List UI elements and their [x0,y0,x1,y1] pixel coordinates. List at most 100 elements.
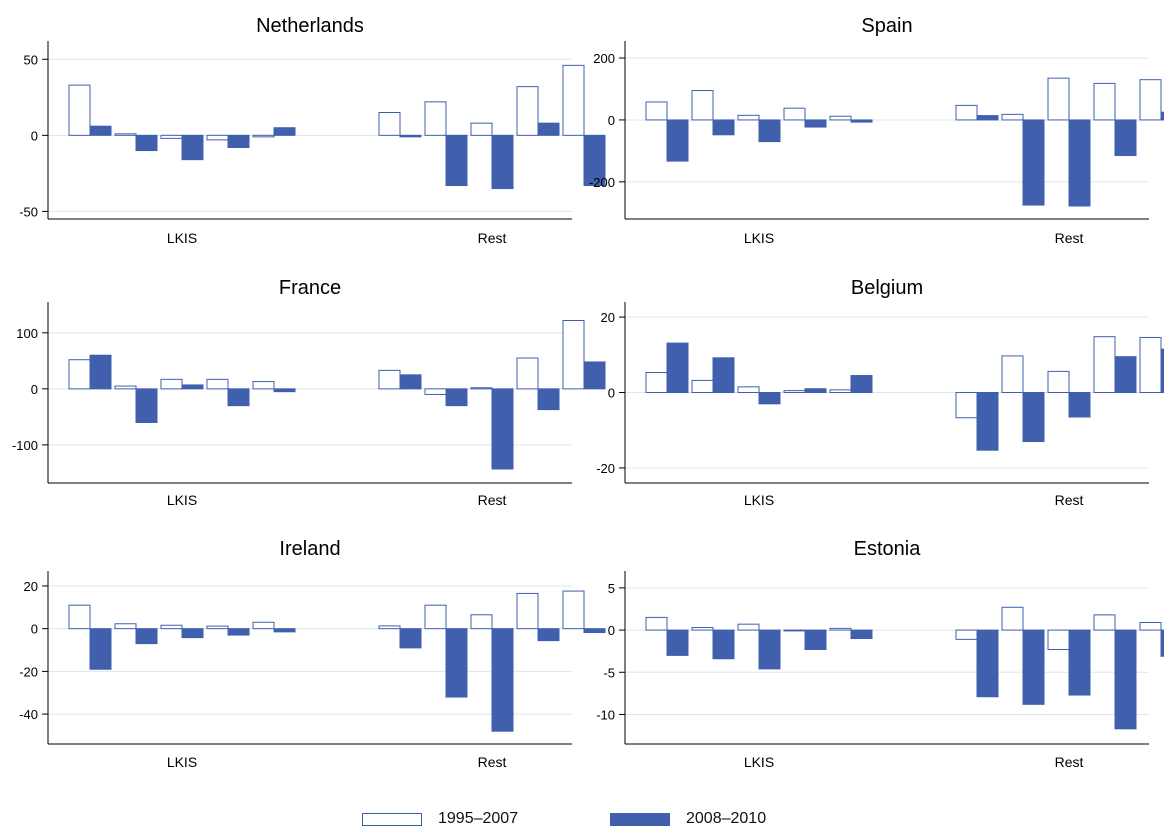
bar-series-2 [445,134,468,187]
category-label: Rest [1055,230,1084,246]
bar-series-1 [424,101,447,136]
y-tick-label: -50 [19,204,38,219]
bar-series-1 [252,134,275,138]
chart-panel: Belgium 20 0 -20 LKIS Rest [596,277,1164,508]
bar-series-1 [737,114,760,121]
chart-legend: 1995–2007 2008–2010 [0,810,1164,832]
y-tick-label: -5 [603,665,615,680]
category-label: Rest [1055,492,1084,508]
legend-swatch-series-2 [610,812,670,826]
bar-series-2 [1022,629,1045,705]
y-tick-label: -10 [596,707,615,722]
legend-swatch-series-1 [362,812,422,826]
y-tick-label: 0 [31,128,38,143]
bar-series-2 [445,388,468,407]
bar-series-2 [1068,392,1091,418]
bar-series-2 [1114,356,1137,394]
bar-series-2 [273,127,296,136]
bar-series-2 [1022,119,1045,206]
bar-series-2 [273,628,296,633]
chart-panel: Ireland 20 0 -20 -40 LKIS Rest [19,538,606,770]
bar-series-1 [424,388,447,395]
bar-series-1 [645,616,668,631]
bar-series-2 [1160,629,1164,657]
bar-series-1 [955,629,978,640]
bar-series-2 [1114,119,1137,157]
bar-series-2 [850,375,873,393]
bar-series-2 [399,628,422,649]
bar-series-2 [491,134,514,190]
y-tick-label: -40 [19,707,38,722]
bar-series-2 [491,388,514,470]
y-tick-label: 20 [24,579,38,594]
legend-label-series-2: 2008–2010 [686,810,767,827]
bar-series-2 [758,119,781,143]
bar-series-2 [583,628,606,634]
category-label: Rest [478,230,507,246]
bar-series-2 [445,628,468,698]
y-tick-label: 0 [608,623,615,638]
category-label: LKIS [744,754,774,770]
chart-panel: Netherlands 50 0 -50 LKIS Rest [19,15,606,246]
bar-series-2 [712,629,735,660]
y-tick-label: -200 [589,175,615,190]
bar-series-2 [758,392,781,405]
bar-series-2 [273,388,296,393]
bar-series-2 [1068,119,1091,207]
bar-series-2 [976,392,999,451]
bar-series-1 [470,614,493,630]
bar-series-2 [89,125,112,136]
bar-series-1 [645,101,668,121]
bar-series-1 [691,90,714,121]
y-tick-label: 0 [31,382,38,397]
bar-series-2 [135,134,158,152]
bar-series-1 [1093,82,1116,121]
panel-title: Estonia [854,538,922,560]
category-label: Rest [478,754,507,770]
bar-series-1 [783,107,806,121]
y-tick-label: 5 [608,581,615,596]
bar-series-1 [737,386,760,393]
y-tick-label: 50 [24,52,38,67]
y-tick-label: 0 [608,113,615,128]
chart-panel: France 100 0 -100 LKIS Rest [12,277,606,508]
bar-series-2 [537,628,560,642]
y-tick-label: 20 [601,310,615,325]
bar-series-1 [955,392,978,419]
bar-series-2 [1022,392,1045,443]
y-tick-label: 0 [31,622,38,637]
bar-series-1 [68,604,91,630]
bar-series-1 [1047,370,1070,393]
panel-title: Netherlands [256,15,364,37]
y-tick-label: 200 [593,51,615,66]
bar-series-2 [1114,629,1137,730]
bar-series-1 [829,389,852,393]
category-label: Rest [1055,754,1084,770]
bar-series-2 [537,388,560,411]
bar-series-2 [804,119,827,128]
bar-series-1 [783,629,806,632]
category-label: LKIS [167,754,197,770]
bar-series-1 [562,590,585,630]
bar-series-2 [135,388,158,423]
bar-series-2 [89,628,112,670]
bar-series-2 [399,134,422,138]
bar-series-1 [516,357,539,390]
panel-title: France [279,277,341,299]
bar-series-1 [1093,336,1116,394]
bar-series-2 [537,122,560,136]
bar-series-2 [758,629,781,670]
legend-item-series-1: 1995–2007 [362,810,518,828]
bar-series-1 [68,359,91,390]
y-tick-label: -20 [596,461,615,476]
bar-series-1 [783,390,806,394]
bar-series-2 [1160,111,1164,121]
bar-series-2 [181,384,204,390]
bar-series-1 [252,381,275,390]
bar-series-2 [181,628,204,639]
bar-series-2 [1160,348,1164,393]
bar-series-2 [804,629,827,650]
bar-series-1 [378,369,401,390]
bar-series-1 [737,623,760,631]
